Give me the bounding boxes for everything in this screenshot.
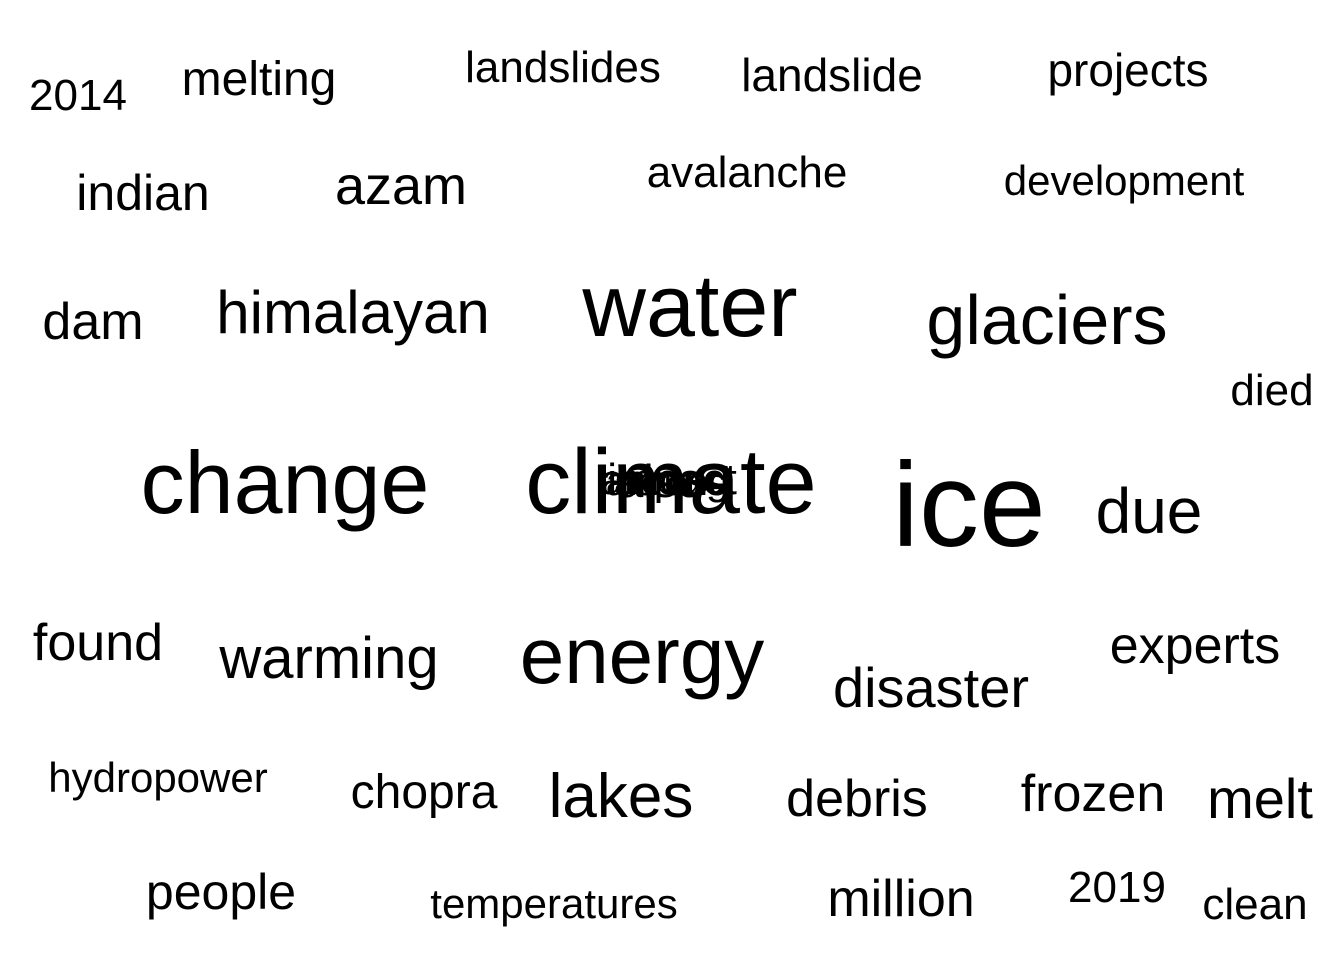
word-ice: ice (892, 438, 1046, 572)
word-development: development (1003, 157, 1245, 204)
word-warming: warming (219, 626, 439, 691)
word-melt: melt (1207, 767, 1313, 830)
word-water: water (582, 256, 798, 355)
word-chopra: chopra (350, 766, 498, 819)
word-avalanche: avalanche (646, 148, 848, 197)
word-climate: climate (525, 431, 817, 533)
word-projects: projects (1047, 44, 1209, 96)
word-experts: experts (1109, 617, 1281, 675)
word-landslide: landslide (741, 49, 923, 101)
word-disaster: disaster (832, 656, 1030, 719)
word-million: million (827, 870, 975, 928)
word-change: change (140, 433, 430, 532)
word-among: among (600, 456, 730, 503)
word-frozen: frozen (1020, 765, 1166, 823)
word-across: across (614, 462, 726, 504)
word-dam: dam (42, 293, 144, 351)
word-temperatures: temperatures (430, 880, 678, 927)
word-hydropower: hydropower (48, 754, 268, 801)
word-clean: clean (1202, 880, 1308, 929)
word-lakes: lakes (548, 762, 694, 831)
word-around: around (605, 460, 731, 504)
word-energy: energy (519, 611, 765, 700)
word-debris: debris (786, 770, 928, 828)
word-himalayan: himalayan (216, 279, 490, 346)
word-impact: impact (607, 455, 737, 504)
word-indian: indian (76, 165, 210, 221)
word-died: died (1230, 366, 1314, 415)
word-glaciers: glaciers (926, 281, 1168, 359)
word-landslides: landslides (465, 43, 661, 92)
word-azam: azam (334, 156, 468, 216)
word-found: found (32, 614, 164, 672)
word-2014: 2014 (29, 71, 127, 120)
word-melting: melting (181, 53, 337, 106)
word-people: people (145, 864, 297, 920)
word-also: also (617, 455, 703, 507)
word-2019: 2019 (1068, 863, 1166, 912)
word-due: due (1095, 475, 1203, 547)
